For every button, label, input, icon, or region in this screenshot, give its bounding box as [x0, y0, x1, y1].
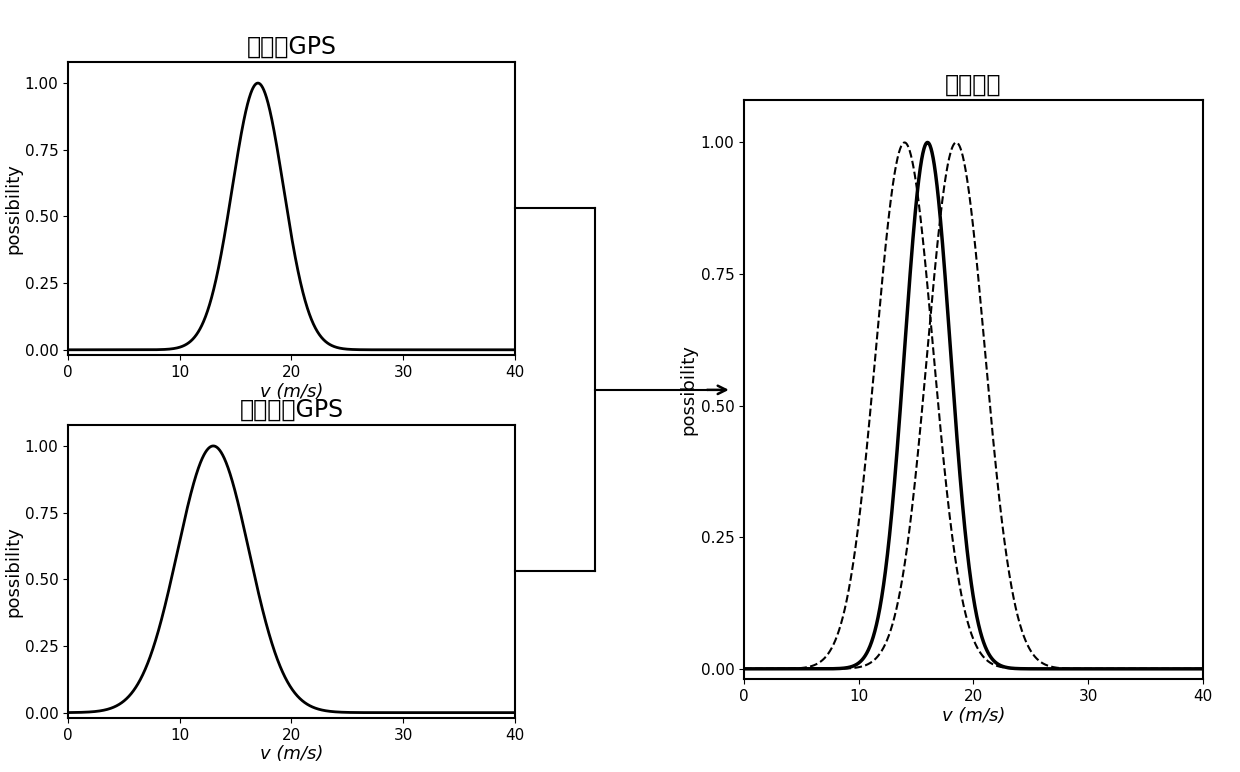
- Y-axis label: possibility: possibility: [4, 526, 22, 617]
- Title: 手机应用GPS: 手机应用GPS: [239, 398, 343, 422]
- Y-axis label: possibility: possibility: [4, 163, 22, 254]
- Title: 出租车GPS: 出租车GPS: [247, 35, 336, 59]
- X-axis label: v (m/s): v (m/s): [259, 383, 324, 401]
- X-axis label: v (m/s): v (m/s): [259, 746, 324, 764]
- X-axis label: v (m/s): v (m/s): [941, 707, 1006, 725]
- Y-axis label: possibility: possibility: [680, 344, 698, 435]
- Title: 融合结果: 融合结果: [945, 73, 1002, 97]
